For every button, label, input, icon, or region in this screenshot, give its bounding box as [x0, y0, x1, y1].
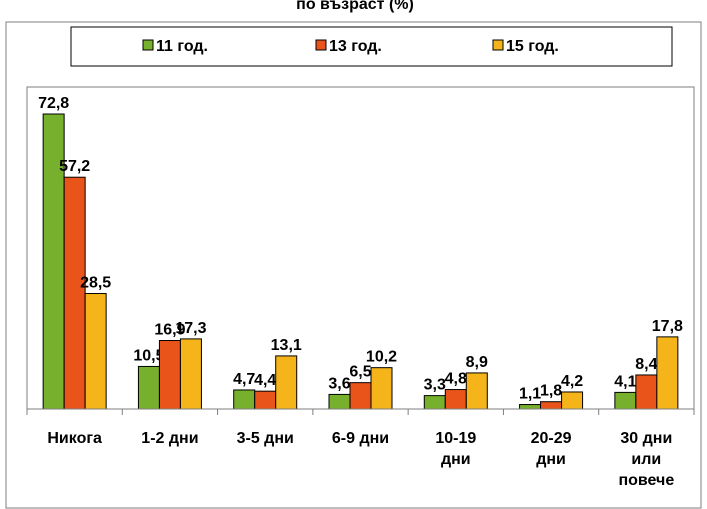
bar-1-7: [614, 391, 637, 410]
bar-1-5: [423, 395, 446, 410]
bar-3-2: [179, 338, 202, 410]
bar-1-2: [137, 365, 160, 410]
data-label-1-3: 4,7: [233, 371, 255, 388]
legend-swatch-2: [315, 39, 327, 51]
data-label-2-2: 16,9: [154, 322, 185, 339]
data-label-3-2: 17,3: [175, 320, 206, 337]
bar-2-2: [158, 340, 181, 410]
bar-3-3: [275, 355, 298, 410]
data-label-2-7: 8,4: [635, 356, 657, 373]
data-label-2-5: 4,8: [445, 371, 467, 388]
bar-3-7: [656, 336, 679, 410]
legend-box: [70, 26, 673, 67]
bars: 72,8 57,2 28,5 10,5 16,917,3 4,74,4 13,1 3,66,5…: [38, 95, 683, 410]
bar-2-5: [444, 389, 467, 410]
category-label-6: 20-29 дни: [531, 430, 572, 468]
legend-swatch-3: [492, 39, 504, 51]
bar-1-3: [233, 389, 256, 410]
data-label-3-4: 10,2: [366, 349, 397, 366]
bar-2-1: [63, 176, 86, 410]
bar-2-4: [349, 382, 372, 410]
legend-label-1: 11 год.: [156, 38, 208, 55]
bar-2-3: [254, 390, 277, 410]
data-label-1-7: 4,1: [614, 373, 636, 390]
x-axis: Никога 1-2 дни 3-5 дни 6-9 дни 10-19 дни 20-29…: [26, 408, 695, 489]
data-label-1-4: 3,6: [328, 375, 350, 392]
bar-3-6: [561, 391, 584, 410]
data-label-2-1: 57,2: [59, 158, 90, 175]
bar-3-5: [465, 372, 488, 410]
category-label-4: 6-9 дни: [332, 430, 389, 447]
plot-area: [26, 86, 695, 410]
data-label-2-4: 6,5: [349, 364, 371, 381]
data-label-2-6: 1,8: [540, 383, 562, 400]
category-label-5: 10-19 дни: [435, 430, 476, 468]
data-label-2-3: 4,4: [254, 372, 276, 389]
bar-3-1: [84, 293, 107, 410]
category-label-2: 1-2 дни: [141, 430, 198, 447]
data-label-3-3: 13,1: [271, 337, 302, 354]
data-label-3-1: 28,5: [80, 275, 111, 292]
bar-1-6: [519, 404, 542, 410]
legend-swatch-1: [142, 39, 154, 51]
legend: 11 год. 13 год. 15 год.: [142, 38, 559, 55]
data-label-1-5: 3,3: [424, 377, 446, 394]
bar-2-7: [635, 374, 658, 410]
data-label-3-7: 17,8: [652, 318, 683, 335]
category-label-1: Никога: [47, 430, 102, 447]
data-label-1-2: 10,5: [133, 347, 164, 364]
category-label-3: 3-5 дни: [237, 430, 294, 447]
category-label-7: 30 дни или повече: [618, 430, 674, 489]
bar-3-4: [370, 367, 393, 410]
data-label-1-1: 72,8: [38, 95, 69, 112]
bar-2-6: [540, 401, 563, 410]
chart-title: по възраст (%): [296, 0, 414, 13]
legend-label-2: 13 год.: [329, 38, 382, 55]
data-label-3-5: 8,9: [466, 354, 488, 371]
data-label-3-6: 4,2: [561, 373, 583, 390]
legend-label-3: 15 год.: [506, 38, 559, 55]
data-label-1-6: 1,1: [519, 386, 541, 403]
bar-1-4: [328, 393, 351, 410]
